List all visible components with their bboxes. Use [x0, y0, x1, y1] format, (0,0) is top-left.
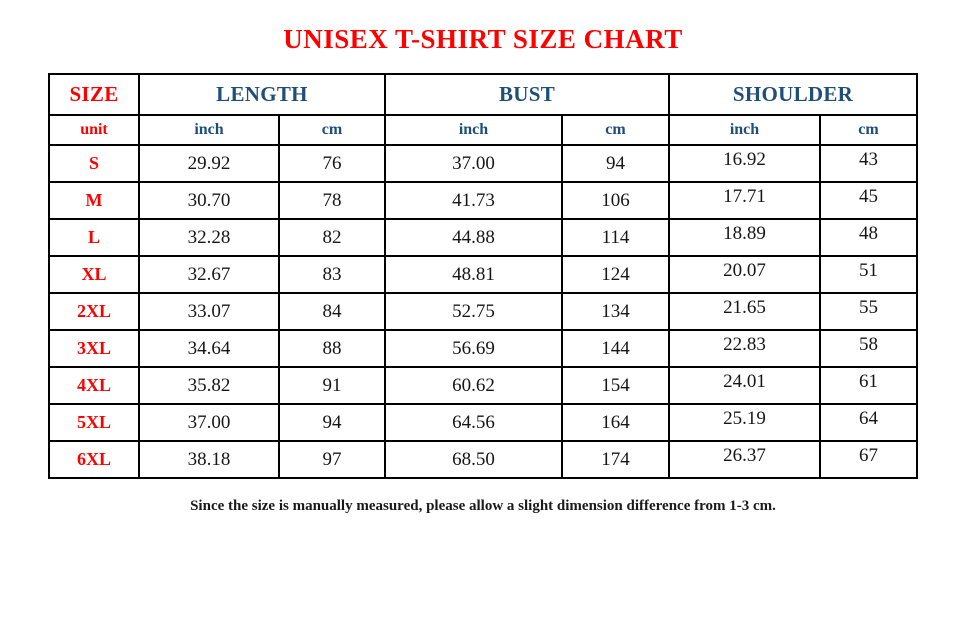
size-chart-page: UNISEX T-SHIRT SIZE CHART SIZE LENGTH BU…: [0, 24, 966, 618]
unit-shoulder-cm: cm: [818, 114, 919, 146]
length-cm-value: 97: [277, 440, 386, 479]
bust-inch-value: 41.73: [383, 181, 563, 220]
table-row: 3XL 34.64 88 56.69 144 22.83 58: [47, 329, 919, 368]
shoulder-inch-value: 26.37: [667, 440, 821, 479]
shoulder-inch-value: 24.01: [667, 366, 821, 405]
size-label: L: [47, 218, 140, 257]
shoulder-cm-value: 64: [818, 403, 919, 442]
unit-bust-inch: inch: [383, 114, 563, 146]
table-row: XL 32.67 83 48.81 124 20.07 51: [47, 255, 919, 294]
length-cm-value: 78: [277, 181, 386, 220]
length-inch-value: 37.00: [137, 403, 280, 442]
length-cm-value: 94: [277, 403, 386, 442]
bust-inch-value: 44.88: [383, 218, 563, 257]
unit-length-cm: cm: [277, 114, 386, 146]
bust-inch-value: 52.75: [383, 292, 563, 331]
bust-cm-value: 134: [560, 292, 670, 331]
col-header-length: LENGTH: [137, 73, 386, 116]
length-cm-value: 82: [277, 218, 386, 257]
bust-inch-value: 56.69: [383, 329, 563, 368]
length-cm-value: 88: [277, 329, 386, 368]
bust-cm-value: 106: [560, 181, 670, 220]
footer-note: Since the size is manually measured, ple…: [190, 498, 776, 514]
length-inch-value: 29.92: [137, 144, 280, 183]
size-label: 2XL: [47, 292, 140, 331]
table-row: 6XL 38.18 97 68.50 174 26.37 67: [47, 440, 919, 479]
length-inch-value: 33.07: [137, 292, 280, 331]
size-chart-table: SIZE LENGTH BUST SHOULDER unit inch cm i…: [47, 73, 919, 479]
bust-cm-value: 94: [560, 144, 670, 183]
shoulder-cm-value: 61: [818, 366, 919, 405]
size-label: 4XL: [47, 366, 140, 405]
shoulder-cm-value: 43: [818, 144, 919, 183]
shoulder-cm-value: 67: [818, 440, 919, 479]
shoulder-inch-value: 18.89: [667, 218, 821, 257]
bust-cm-value: 164: [560, 403, 670, 442]
size-label: 6XL: [47, 440, 140, 479]
unit-header-row: unit inch cm inch cm inch cm: [47, 114, 919, 146]
table-row: 5XL 37.00 94 64.56 164 25.19 64: [47, 403, 919, 442]
length-inch-value: 38.18: [137, 440, 280, 479]
length-inch-value: 30.70: [137, 181, 280, 220]
shoulder-inch-value: 16.92: [667, 144, 821, 183]
col-header-shoulder: SHOULDER: [667, 73, 919, 116]
shoulder-cm-value: 48: [818, 218, 919, 257]
length-cm-value: 76: [277, 144, 386, 183]
table-row: 2XL 33.07 84 52.75 134 21.65 55: [47, 292, 919, 331]
bust-cm-value: 174: [560, 440, 670, 479]
bust-inch-value: 37.00: [383, 144, 563, 183]
size-label: S: [47, 144, 140, 183]
bust-inch-value: 48.81: [383, 255, 563, 294]
length-cm-value: 84: [277, 292, 386, 331]
size-label: 5XL: [47, 403, 140, 442]
table-row: L 32.28 82 44.88 114 18.89 48: [47, 218, 919, 257]
shoulder-inch-value: 17.71: [667, 181, 821, 220]
page-title: UNISEX T-SHIRT SIZE CHART: [283, 24, 683, 54]
bust-cm-value: 154: [560, 366, 670, 405]
col-header-size: SIZE: [47, 73, 140, 116]
bust-cm-value: 114: [560, 218, 670, 257]
length-cm-value: 83: [277, 255, 386, 294]
table-row: 4XL 35.82 91 60.62 154 24.01 61: [47, 366, 919, 405]
length-inch-value: 32.28: [137, 218, 280, 257]
bust-inch-value: 60.62: [383, 366, 563, 405]
bust-cm-value: 144: [560, 329, 670, 368]
shoulder-cm-value: 45: [818, 181, 919, 220]
length-cm-value: 91: [277, 366, 386, 405]
table-row: M 30.70 78 41.73 106 17.71 45: [47, 181, 919, 220]
table-row: S 29.92 76 37.00 94 16.92 43: [47, 144, 919, 183]
shoulder-cm-value: 58: [818, 329, 919, 368]
unit-length-inch: inch: [137, 114, 280, 146]
shoulder-cm-value: 55: [818, 292, 919, 331]
col-header-bust: BUST: [383, 73, 670, 116]
bust-cm-value: 124: [560, 255, 670, 294]
bust-inch-value: 68.50: [383, 440, 563, 479]
group-header-row: SIZE LENGTH BUST SHOULDER: [47, 73, 919, 116]
unit-bust-cm: cm: [560, 114, 670, 146]
size-label: 3XL: [47, 329, 140, 368]
size-label: M: [47, 181, 140, 220]
shoulder-cm-value: 51: [818, 255, 919, 294]
length-inch-value: 35.82: [137, 366, 280, 405]
length-inch-value: 34.64: [137, 329, 280, 368]
shoulder-inch-value: 22.83: [667, 329, 821, 368]
unit-label: unit: [47, 114, 140, 146]
bust-inch-value: 64.56: [383, 403, 563, 442]
shoulder-inch-value: 20.07: [667, 255, 821, 294]
unit-shoulder-inch: inch: [667, 114, 821, 146]
shoulder-inch-value: 21.65: [667, 292, 821, 331]
size-label: XL: [47, 255, 140, 294]
shoulder-inch-value: 25.19: [667, 403, 821, 442]
length-inch-value: 32.67: [137, 255, 280, 294]
